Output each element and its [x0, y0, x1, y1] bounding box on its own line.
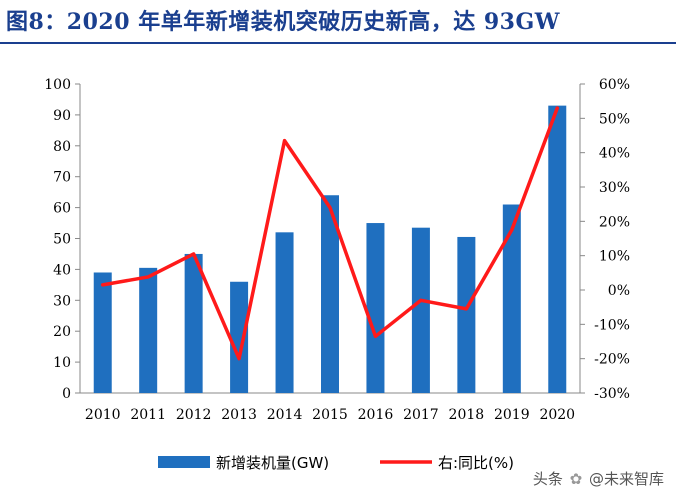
legend-line-label: 右:同比(%)	[438, 454, 514, 472]
watermark-handle: @未来智库	[588, 470, 664, 488]
y-right-tick-label: 30%	[599, 180, 630, 196]
watermark: 头条 ✿ @未来智库	[533, 468, 664, 489]
y-right-tick-label: 20%	[599, 214, 630, 230]
wechat-icon: ✿	[569, 470, 583, 488]
bar-2014	[275, 232, 294, 393]
x-tick-label: 2012	[176, 407, 212, 423]
y-right-tick-label: 50%	[599, 111, 630, 127]
figure-title: 图8：2020 年单年新增装机突破历史新高，达 93GW	[6, 9, 560, 35]
y-right-tick-label: 10%	[599, 249, 630, 265]
y-left-tick-label: 30	[53, 293, 71, 309]
x-tick-label: 2019	[494, 407, 530, 423]
y-right-tick-label: -30%	[594, 386, 630, 402]
x-tick-label: 2015	[312, 407, 348, 423]
x-tick-label: 2016	[358, 407, 394, 423]
y-left-tick-label: 80	[53, 139, 71, 155]
x-tick-label: 2010	[85, 407, 121, 423]
bar-2010	[93, 272, 112, 393]
legend-bar-swatch	[158, 456, 210, 468]
y-left-tick-label: 100	[44, 77, 71, 93]
bar-2011	[139, 267, 158, 393]
x-tick-label: 2017	[403, 407, 439, 423]
watermark-prefix: 头条	[532, 470, 563, 488]
x-tick-label: 2014	[267, 407, 303, 423]
bar-2019	[502, 204, 521, 393]
y-left-tick-label: 0	[62, 386, 71, 402]
y-left-tick-label: 70	[53, 170, 71, 186]
y-right-tick-label: -10%	[594, 317, 630, 333]
y-left-tick-label: 60	[53, 201, 71, 217]
title-underline	[0, 42, 676, 44]
bar-2013	[230, 281, 249, 393]
y-right-tick-label: 40%	[599, 146, 630, 162]
bar-2020	[548, 105, 567, 393]
bar-2016	[366, 223, 385, 393]
y-right-tick-label: 60%	[599, 77, 630, 93]
x-tick-label: 2011	[130, 407, 166, 423]
y-left-tick-label: 40	[53, 262, 71, 278]
y-left-tick-label: 10	[53, 355, 71, 371]
legend-bar-label: 新增装机量(GW)	[216, 454, 329, 472]
y-right-tick-label: -20%	[594, 352, 630, 368]
x-tick-label: 2013	[221, 407, 257, 423]
figure-title-bar: 图8：2020 年单年新增装机突破历史新高，达 93GW	[0, 0, 676, 44]
bar-2015	[321, 195, 339, 393]
y-left-tick-label: 20	[53, 324, 71, 340]
y-right-tick-label: 0%	[608, 283, 630, 299]
x-tick-label: 2018	[449, 407, 485, 423]
bar-2018	[457, 236, 476, 393]
y-left-tick-label: 50	[53, 232, 71, 248]
x-tick-label: 2020	[539, 407, 575, 423]
y-left-tick-label: 90	[53, 108, 71, 124]
bar-2012	[184, 253, 203, 393]
bar-2017	[411, 227, 430, 393]
